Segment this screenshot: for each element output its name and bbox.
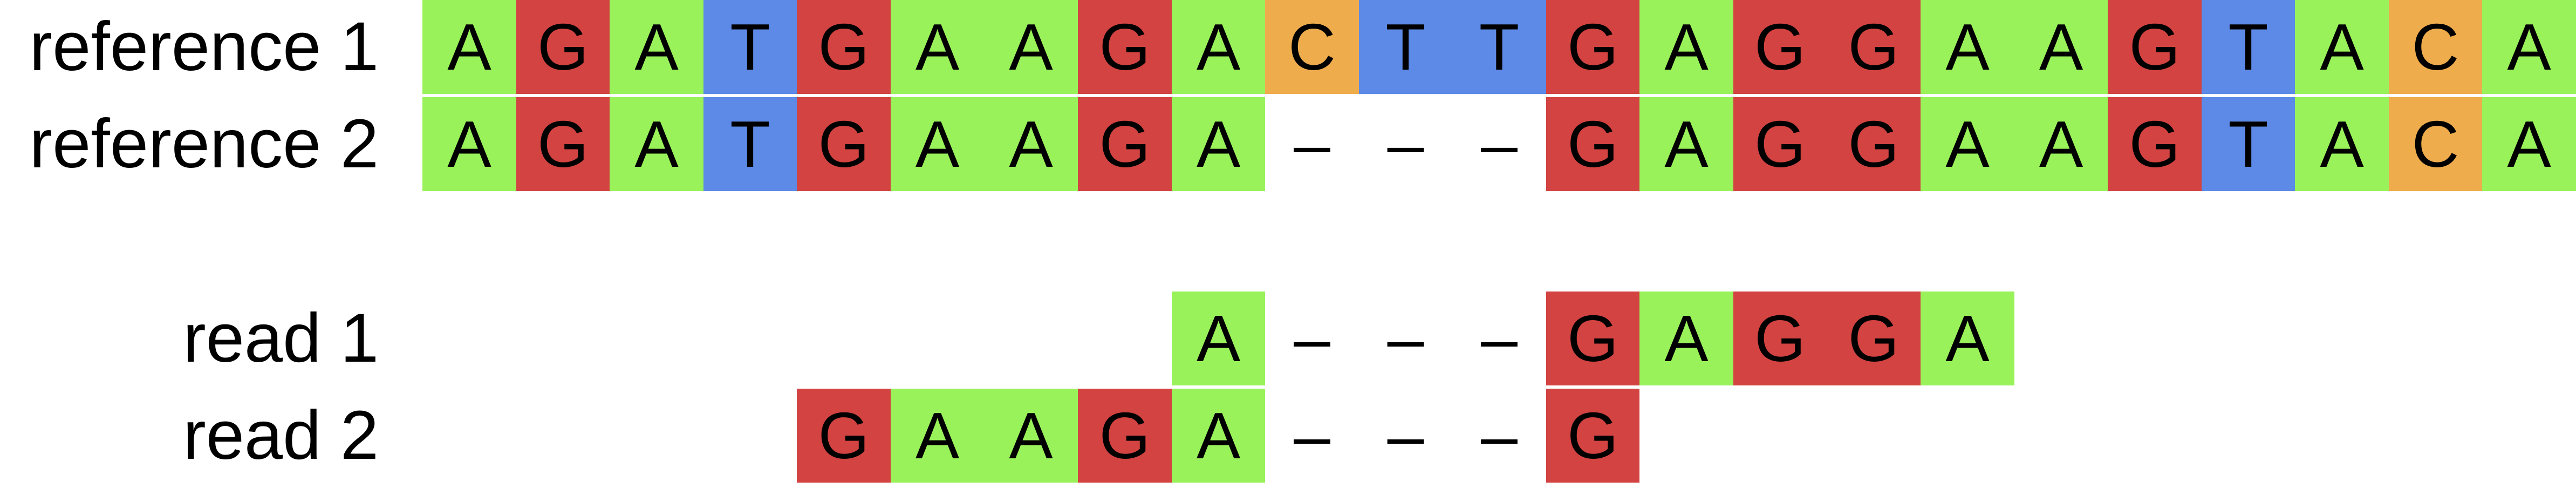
base-cell: G <box>1078 97 1172 191</box>
base-cell: A <box>984 389 1078 483</box>
base-cell: G <box>516 97 610 191</box>
base-cell: C <box>1265 0 1359 94</box>
row-read-1: read 1 A – – – G A G G A <box>0 292 2576 385</box>
base-cell: T <box>1452 0 1546 94</box>
base-cell: G <box>797 389 891 483</box>
gap-cell: – <box>1359 292 1452 385</box>
base-cell: G <box>1733 0 1827 94</box>
base-cell: G <box>2108 0 2202 94</box>
base-cell: T <box>1359 0 1452 94</box>
base-cell: A <box>1172 0 1265 94</box>
base-cell: A <box>2014 0 2108 94</box>
base-cell: G <box>1827 0 1921 94</box>
base-cell: A <box>1639 97 1733 191</box>
row-label: reference 1 <box>29 8 379 85</box>
gap-cell: – <box>1359 97 1452 191</box>
base-cell: A <box>1172 292 1265 385</box>
base-cell: A <box>2014 97 2108 191</box>
base-cell: A <box>1639 292 1733 385</box>
base-cell: G <box>1546 0 1639 94</box>
base-cell: A <box>1921 0 2014 94</box>
base-cell: T <box>703 0 797 94</box>
gap-cell: – <box>1265 97 1359 191</box>
gap-cell: – <box>1452 389 1546 483</box>
base-cell: G <box>1546 97 1639 191</box>
base-cell: G <box>2108 97 2202 191</box>
base-cell: G <box>1546 389 1639 483</box>
gap-cell: – <box>1265 292 1359 385</box>
base-cell: A <box>1172 389 1265 483</box>
base-cell: G <box>1733 292 1827 385</box>
base-cell: A <box>1172 97 1265 191</box>
base-cell: G <box>1827 292 1921 385</box>
gap-cell: – <box>1265 389 1359 483</box>
row-label: reference 2 <box>29 105 379 182</box>
base-cell: A <box>891 0 984 94</box>
base-cell: A <box>1921 292 2014 385</box>
gap-cell: – <box>1359 389 1452 483</box>
base-cell: A <box>422 97 516 191</box>
base-cell: A <box>2482 97 2576 191</box>
base-cell: G <box>797 0 891 94</box>
base-cell: T <box>2202 0 2295 94</box>
gap-cell: – <box>1452 97 1546 191</box>
base-cell: G <box>1733 97 1827 191</box>
row-label: read 1 <box>183 300 379 377</box>
base-cell: G <box>1078 389 1172 483</box>
base-cell: A <box>2295 0 2389 94</box>
base-cell: T <box>703 97 797 191</box>
base-cell: A <box>891 97 984 191</box>
base-cell: G <box>1078 0 1172 94</box>
row-reference-2: reference 2 A G A T G A A G A – – – G A G G A A G T A C A <box>0 97 2576 191</box>
base-cell: G <box>797 97 891 191</box>
row-label: read 2 <box>183 397 379 474</box>
base-cell: A <box>1639 0 1733 94</box>
base-cell: A <box>610 0 703 94</box>
base-cell: A <box>1921 97 2014 191</box>
base-cell: A <box>891 389 984 483</box>
base-cell: A <box>422 0 516 94</box>
row-read-2: read 2 G A A G A – – – G <box>0 389 2576 483</box>
base-cell: A <box>2482 0 2576 94</box>
base-cell: C <box>2389 0 2482 94</box>
base-cell: A <box>984 0 1078 94</box>
gap-cell: – <box>1452 292 1546 385</box>
base-cell: G <box>516 0 610 94</box>
base-cell: A <box>610 97 703 191</box>
base-cell: G <box>1546 292 1639 385</box>
base-cell: C <box>2389 97 2482 191</box>
base-cell: A <box>2295 97 2389 191</box>
base-cell: T <box>2202 97 2295 191</box>
base-cell: A <box>984 97 1078 191</box>
base-cell: G <box>1827 97 1921 191</box>
